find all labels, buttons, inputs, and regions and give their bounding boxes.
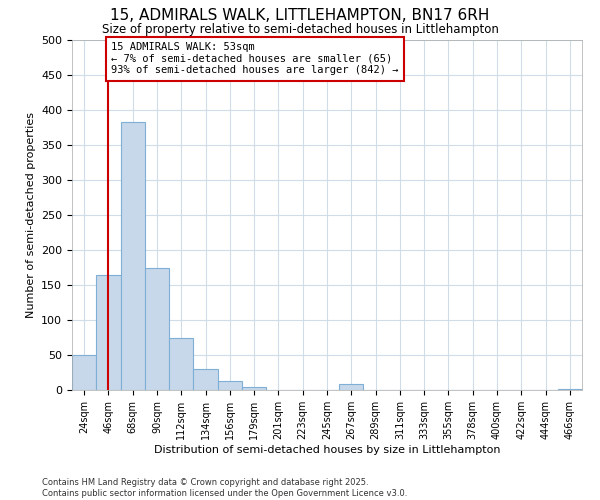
X-axis label: Distribution of semi-detached houses by size in Littlehampton: Distribution of semi-detached houses by … xyxy=(154,444,500,454)
Bar xyxy=(242,386,266,390)
Bar xyxy=(169,338,193,390)
Bar xyxy=(96,274,121,390)
Text: 15, ADMIRALS WALK, LITTLEHAMPTON, BN17 6RH: 15, ADMIRALS WALK, LITTLEHAMPTON, BN17 6… xyxy=(110,8,490,22)
Text: Size of property relative to semi-detached houses in Littlehampton: Size of property relative to semi-detach… xyxy=(101,22,499,36)
Bar xyxy=(145,268,169,390)
Bar xyxy=(72,355,96,390)
Bar xyxy=(339,384,364,390)
Text: 15 ADMIRALS WALK: 53sqm
← 7% of semi-detached houses are smaller (65)
93% of sem: 15 ADMIRALS WALK: 53sqm ← 7% of semi-det… xyxy=(111,42,398,76)
Bar xyxy=(121,122,145,390)
Bar xyxy=(558,388,582,390)
Bar xyxy=(193,369,218,390)
Text: Contains HM Land Registry data © Crown copyright and database right 2025.
Contai: Contains HM Land Registry data © Crown c… xyxy=(42,478,407,498)
Y-axis label: Number of semi-detached properties: Number of semi-detached properties xyxy=(26,112,35,318)
Bar xyxy=(218,381,242,390)
